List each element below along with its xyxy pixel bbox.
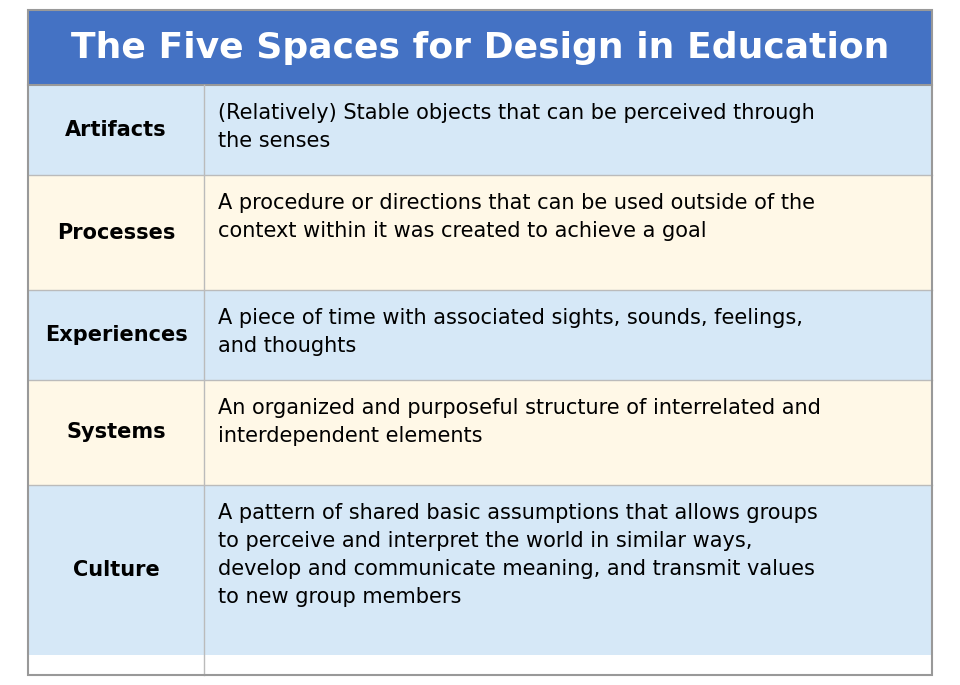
Bar <box>28 485 204 655</box>
Bar <box>204 380 932 485</box>
Bar <box>204 175 932 290</box>
Bar <box>204 290 932 380</box>
Bar <box>204 85 932 175</box>
Bar <box>28 380 204 485</box>
Text: Experiences: Experiences <box>45 325 187 345</box>
Bar <box>28 175 204 290</box>
Bar <box>28 10 932 85</box>
Bar <box>28 85 204 175</box>
Bar <box>28 290 204 380</box>
Text: A procedure or directions that can be used outside of the
context within it was : A procedure or directions that can be us… <box>218 193 815 241</box>
Text: The Five Spaces for Design in Education: The Five Spaces for Design in Education <box>71 31 889 64</box>
Text: A piece of time with associated sights, sounds, feelings,
and thoughts: A piece of time with associated sights, … <box>218 308 804 356</box>
Text: Artifacts: Artifacts <box>65 120 167 140</box>
Bar <box>204 485 932 655</box>
Text: An organized and purposeful structure of interrelated and
interdependent element: An organized and purposeful structure of… <box>218 398 821 446</box>
Text: (Relatively) Stable objects that can be perceived through
the senses: (Relatively) Stable objects that can be … <box>218 103 815 151</box>
Text: Systems: Systems <box>66 423 166 443</box>
Text: Processes: Processes <box>57 223 176 242</box>
Text: A pattern of shared basic assumptions that allows groups
to perceive and interpr: A pattern of shared basic assumptions th… <box>218 503 818 607</box>
Text: Culture: Culture <box>73 560 159 580</box>
